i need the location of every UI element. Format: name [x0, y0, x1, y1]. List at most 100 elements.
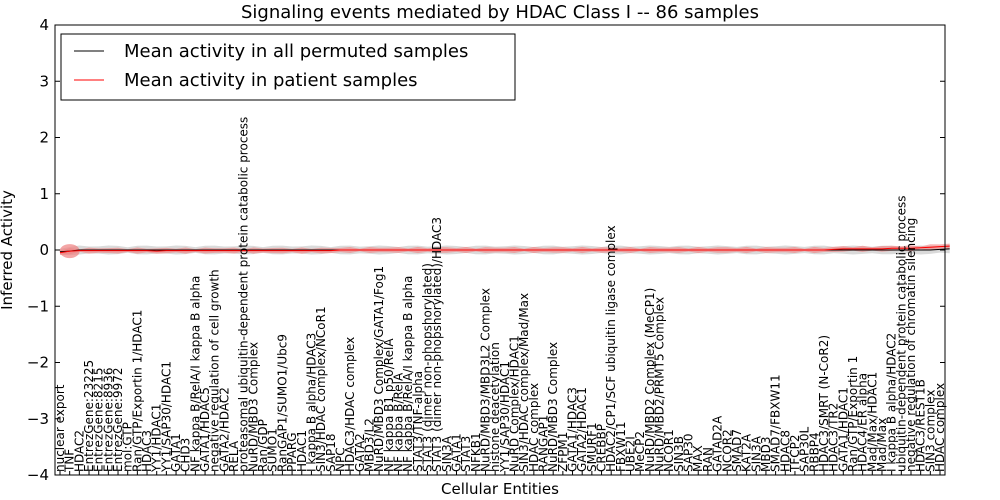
x-tick-label: KAT2A: [740, 433, 754, 472]
x-tick-label: HDAC complex: [933, 383, 947, 472]
x-tick-label: SIN3A: [749, 435, 763, 472]
x-tick-label: YY1/SAP30/HDAC1: [159, 361, 173, 473]
legend: Mean activity in all permuted samples Me…: [60, 33, 516, 101]
y-axis-label: Inferred Activity: [0, 190, 16, 310]
x-tick-label: SUMO1: [266, 428, 280, 472]
x-tick-label: ubiquitin-dependent protein catabolic pr…: [894, 196, 908, 472]
x-tick-label: HDAC3: [140, 430, 154, 472]
x-tick-label: Ran/GTP/Exportin 1/HDAC1: [130, 310, 144, 472]
x-tick-label: Mad/Max: [875, 418, 889, 472]
x-tick-label: SMAD7/FBXW11: [769, 374, 783, 472]
y-tick-label: 1: [39, 185, 49, 203]
x-tick-label: HDAC8: [778, 430, 792, 472]
x-tick-label: EntrezGene:9972: [111, 368, 125, 473]
x-tick-label: Mad/Max/HDAC1: [865, 372, 879, 472]
x-tick-label: GATA1/HDAC5: [198, 387, 212, 472]
x-tick-label: NF kappa B1 p50/RelA: [382, 338, 396, 472]
x-tick-label: NF kappa B/RelA: [392, 372, 406, 472]
x-tick-label: SAP30L: [798, 426, 812, 472]
x-tick-label: GATA1/HDAC1: [836, 387, 850, 472]
x-tick-label: NuRD/MBD2/PRMT5 Complex: [653, 297, 667, 472]
x-tick-label: nuclear export: [53, 384, 67, 472]
legend-label-patient: Mean activity in patient samples: [124, 70, 418, 91]
x-tick-label: SIN3A: [440, 435, 454, 472]
legend-box: [60, 33, 516, 101]
x-tick-label: TNF: [63, 449, 77, 473]
y-tick-label: 4: [39, 16, 49, 34]
x-tick-label: CHD3: [179, 438, 193, 472]
x-tick-label: STAT3 (dimer non-phopshorylated)/HDAC3: [430, 217, 444, 472]
x-tick-label: NuRD/MBD3 Complex: [246, 342, 260, 472]
x-tick-label: GATA2: [353, 433, 367, 472]
x-tick-label: SIN3B: [672, 436, 686, 472]
x-tick-label: YY1/HDAC1: [150, 404, 164, 473]
x-tick-label: MeCP2: [633, 431, 647, 472]
x-tick-label: RAN: [701, 447, 715, 472]
x-tick-label: UBE2I: [624, 436, 638, 472]
x-tick-label: HDAC4/ER alpha: [856, 373, 870, 472]
x-tick-label: SAP18: [324, 433, 338, 472]
x-axis-label: Cellular Entities: [441, 480, 559, 498]
x-tick-label: HDAC3/HDAC complex: [343, 337, 357, 472]
x-tick-label: NuRD/MBD2 Complex (MeCP1): [643, 288, 657, 472]
x-tick-label: NF kappa B/RelA/I kappa B alpha: [401, 276, 415, 472]
x-tick-label: GATA1: [169, 433, 183, 472]
x-tick-label: RBBP4: [807, 432, 821, 472]
x-tick-label: Ran/GTP/Exportin 1: [846, 356, 860, 472]
x-tick-label: NuRD/MBD3/MBD3L2 Complex: [479, 288, 493, 472]
y-tick-label: 0: [39, 241, 49, 259]
y-tick-label: −4: [27, 466, 49, 484]
x-tick-label: HDAC3/REST1B: [914, 379, 928, 472]
x-tick-label: Ran/GDP: [256, 419, 270, 472]
x-tick-label: RanGAP1/SUMO1/Ubc9: [275, 334, 289, 472]
x-tick-label: SAP30: [682, 433, 696, 472]
x-tick-label: mol:GTP: [121, 422, 135, 472]
x-tick-label: ZFPM1: [556, 432, 570, 472]
x-tick-label: STAT3 (dimer non-phopshorylated): [421, 263, 435, 472]
x-tick-label: histone deacetylation: [488, 342, 502, 472]
x-tick-label: GATA2/HDAC1: [575, 387, 589, 472]
x-tick-label: HDAC2: [72, 430, 86, 472]
x-tick-label: SMURF1: [585, 422, 599, 472]
x-tick-label: NuRD/MBD3 Complex: [546, 342, 560, 472]
x-tick-label: HDAC1: [295, 430, 309, 472]
y-tick-label: −1: [27, 297, 49, 315]
y-tick-label: 3: [39, 72, 49, 90]
x-tick-label: RANGAP1: [537, 415, 551, 472]
x-tick-label: SIN3/HDAC complex/NCoR1: [314, 306, 328, 472]
x-tick-label: STAT3: [459, 436, 473, 472]
x-tick-label: FBXW11: [614, 422, 628, 473]
y-tick-label: −3: [27, 410, 49, 428]
x-tick-label: HDAC2/CP1/SCF ubiquitin ligase complex: [604, 225, 618, 472]
x-tick-label: MBD3: [759, 437, 773, 472]
legend-label-permuted: Mean activity in all permuted samples: [124, 41, 468, 62]
x-tick-label: GATA1: [450, 433, 464, 472]
x-tick-label: GATA1/HDAC3: [566, 387, 580, 472]
x-tick-label: GATAD2A: [711, 415, 725, 472]
series-line-patient: [59, 245, 950, 254]
chart-title: Signaling events mediated by HDAC Class …: [241, 2, 759, 23]
x-tick-label: NuRD Complex/HDAC1: [508, 335, 522, 472]
y-tick-label: 2: [39, 129, 49, 147]
y-tick-label: −2: [27, 354, 49, 372]
x-tick-label: NPC: [333, 447, 347, 472]
x-tick-label: I kappa B alpha/HDAC2: [885, 333, 899, 472]
x-tick-label: EntrezGene:8215: [92, 368, 106, 473]
x-tick-label: MAX: [691, 445, 705, 472]
x-tick-label: YY1/SAP30/HDAC1: [498, 361, 512, 473]
x-tick-label: NF kappa B/RelA/I kappa B alpha: [188, 276, 202, 472]
x-tick-label: EntrezGene:8936: [101, 368, 115, 473]
x-tick-label: HDAC3/SMRT (N-CoR2): [817, 335, 831, 472]
x-tick-label: NCOR2: [720, 429, 734, 472]
x-tick-label: CREBBP: [595, 424, 609, 472]
x-tick-label: SMAD7: [730, 429, 744, 472]
x-tick-label: SIN3/HDAC complex/Mad/Max: [517, 293, 531, 472]
x-tick-label: TFCP2: [788, 435, 802, 473]
x-tick-label: proteasomal ubiquitin-dependent protein …: [237, 117, 251, 472]
x-tick-label: RELA: [227, 440, 241, 472]
x-tick-label: HDAC3/TR2: [827, 403, 841, 472]
x-tick-label: GATA2/HDAC2: [217, 387, 231, 472]
x-tick-label: PPARG: [285, 432, 299, 472]
